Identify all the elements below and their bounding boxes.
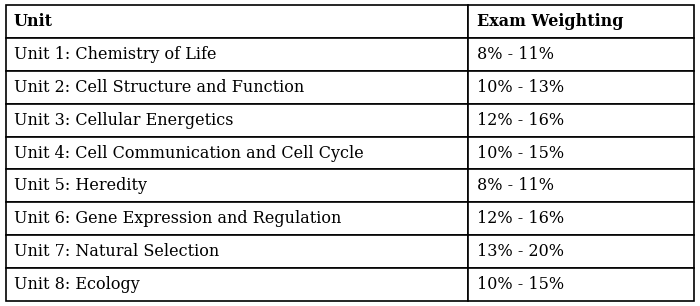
- Text: Unit: Unit: [14, 13, 53, 30]
- Text: 10% - 13%: 10% - 13%: [477, 79, 564, 95]
- Bar: [468, 170, 694, 203]
- Bar: [6, 103, 468, 136]
- Bar: [6, 38, 468, 71]
- Text: Unit 5: Heredity: Unit 5: Heredity: [14, 177, 147, 195]
- Text: 8% - 11%: 8% - 11%: [477, 46, 554, 62]
- Text: Unit 4: Cell Communication and Cell Cycle: Unit 4: Cell Communication and Cell Cycl…: [14, 144, 364, 162]
- Bar: [468, 268, 694, 301]
- Bar: [468, 5, 694, 38]
- Bar: [468, 136, 694, 170]
- Bar: [468, 203, 694, 235]
- Text: Unit 3: Cellular Energetics: Unit 3: Cellular Energetics: [14, 111, 234, 129]
- Bar: [6, 136, 468, 170]
- Text: Unit 1: Chemistry of Life: Unit 1: Chemistry of Life: [14, 46, 216, 62]
- Text: Unit 7: Natural Selection: Unit 7: Natural Selection: [14, 244, 219, 260]
- Bar: [6, 5, 468, 38]
- Bar: [6, 268, 468, 301]
- Text: Unit 8: Ecology: Unit 8: Ecology: [14, 276, 140, 293]
- Bar: [468, 71, 694, 103]
- Text: 12% - 16%: 12% - 16%: [477, 211, 564, 227]
- Bar: [6, 71, 468, 103]
- Text: Unit 2: Cell Structure and Function: Unit 2: Cell Structure and Function: [14, 79, 304, 95]
- Bar: [6, 203, 468, 235]
- Text: 8% - 11%: 8% - 11%: [477, 177, 554, 195]
- Text: 10% - 15%: 10% - 15%: [477, 144, 564, 162]
- Bar: [468, 38, 694, 71]
- Bar: [468, 103, 694, 136]
- Text: 13% - 20%: 13% - 20%: [477, 244, 564, 260]
- Bar: [6, 170, 468, 203]
- Bar: [6, 235, 468, 268]
- Text: Exam Weighting: Exam Weighting: [477, 13, 624, 30]
- Text: Unit 6: Gene Expression and Regulation: Unit 6: Gene Expression and Regulation: [14, 211, 342, 227]
- Text: 12% - 16%: 12% - 16%: [477, 111, 564, 129]
- Text: 10% - 15%: 10% - 15%: [477, 276, 564, 293]
- Bar: [468, 235, 694, 268]
